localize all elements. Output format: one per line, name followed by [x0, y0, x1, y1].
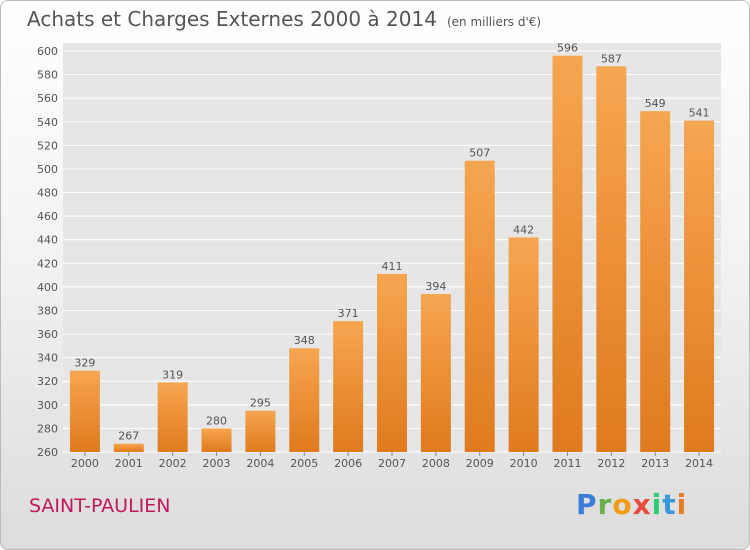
bar	[420, 293, 451, 452]
data-label: 596	[557, 42, 578, 55]
data-label: 267	[118, 430, 139, 443]
data-label: 442	[513, 223, 534, 236]
bar	[333, 321, 364, 452]
y-axis-labels: 260 280 300 320 340 360 380 400 420 440 460 480 500 5…	[37, 45, 58, 459]
bar	[157, 382, 188, 452]
bar	[69, 370, 100, 452]
x-tick-label: 2005	[290, 457, 318, 470]
chart-title-block: Achats et Charges Externes 2000 à 2014 (e…	[27, 7, 541, 31]
bars: 329 267 319 280 295 348 371 411 394 507 442 596 587 5…	[69, 42, 715, 453]
x-tick-label: 2013	[641, 457, 669, 470]
y-tick-label: 500	[37, 163, 58, 176]
proxiti-logo: Proxiti	[576, 488, 688, 521]
y-tick-label: 280	[37, 422, 58, 435]
data-label: 295	[250, 397, 271, 410]
y-tick-label: 300	[37, 399, 58, 412]
x-tick-label: 2008	[422, 457, 450, 470]
place-name: SAINT-PAULIEN	[29, 495, 171, 517]
x-tick-label: 2010	[510, 457, 538, 470]
x-tick-label: 2004	[246, 457, 274, 470]
bar	[508, 237, 539, 452]
y-tick-label: 580	[37, 69, 58, 82]
y-tick-label: 560	[37, 92, 58, 105]
y-tick-label: 480	[37, 187, 58, 200]
chart-title: Achats et Charges Externes 2000 à 2014	[27, 7, 437, 31]
x-tick-label: 2006	[334, 457, 362, 470]
bar	[289, 348, 320, 452]
data-label: 394	[425, 280, 446, 293]
x-tick-label: 2001	[115, 457, 143, 470]
y-tick-label: 600	[37, 45, 58, 58]
bar	[201, 428, 232, 452]
x-tick-label: 2003	[203, 457, 231, 470]
data-label: 348	[294, 334, 315, 347]
bar	[640, 111, 671, 453]
y-tick-label: 420	[37, 257, 58, 270]
y-tick-label: 260	[37, 446, 58, 459]
data-label: 329	[74, 357, 95, 370]
data-label: 549	[645, 97, 666, 110]
y-tick-label: 440	[37, 234, 58, 247]
data-label: 507	[469, 147, 490, 160]
bar	[596, 66, 627, 453]
x-tick-label: 2007	[378, 457, 406, 470]
data-label: 541	[689, 107, 710, 120]
bar	[113, 443, 144, 452]
x-tick-label: 2009	[466, 457, 494, 470]
chart-unit: (en milliers d'€)	[446, 15, 542, 29]
data-label: 587	[601, 52, 622, 65]
y-tick-label: 340	[37, 352, 58, 365]
data-label: 280	[206, 414, 227, 427]
data-label: 319	[162, 368, 183, 381]
y-tick-label: 360	[37, 328, 58, 341]
y-tick-label: 520	[37, 139, 58, 152]
bar	[377, 273, 407, 452]
x-tick-label: 2014	[685, 457, 713, 470]
x-axis-labels: 2000 2001 2002 2003 2004 2005 2006 2007 2008 2009…	[71, 452, 713, 470]
bar	[684, 120, 715, 452]
x-tick-label: 2012	[597, 457, 625, 470]
bar	[464, 160, 495, 452]
bar	[245, 410, 276, 452]
data-label: 411	[382, 260, 403, 273]
y-tick-label: 460	[37, 210, 58, 223]
y-tick-label: 380	[37, 304, 58, 317]
y-tick-label: 320	[37, 375, 58, 388]
x-tick-label: 2000	[71, 457, 99, 470]
y-tick-label: 540	[37, 116, 58, 129]
x-tick-label: 2002	[159, 457, 187, 470]
y-tick-label: 400	[37, 281, 58, 294]
bar	[552, 55, 583, 452]
x-tick-label: 2011	[553, 457, 581, 470]
data-label: 371	[338, 307, 359, 320]
